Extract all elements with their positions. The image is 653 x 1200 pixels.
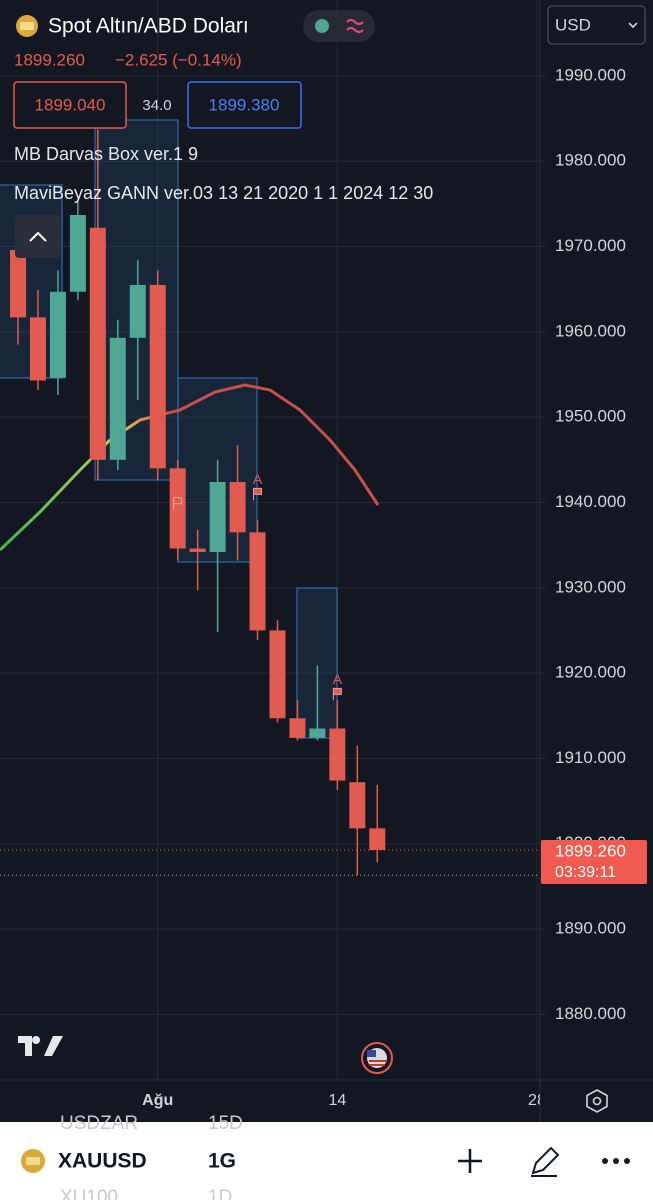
bid-price: 1899.040	[35, 95, 106, 114]
x-tick-label: 14	[328, 1092, 346, 1109]
more-button[interactable]	[602, 1158, 630, 1164]
candle-body	[329, 728, 346, 781]
candle-body	[129, 284, 146, 338]
dot	[624, 1158, 630, 1164]
dot	[602, 1158, 608, 1164]
ghost-symbol: USDZAR	[60, 1113, 138, 1134]
gold-bar	[26, 1157, 40, 1165]
candle-body	[109, 337, 126, 460]
ghost-interval: 1D	[208, 1187, 232, 1200]
add-button[interactable]	[458, 1149, 482, 1173]
symbol-title: Spot Altın/ABD Doları	[48, 15, 249, 38]
candle-body	[69, 214, 86, 292]
price-tag-price: 1899.260	[555, 841, 626, 860]
tradingview-logo	[18, 1036, 63, 1056]
gold-bar	[20, 22, 34, 30]
candle-body	[249, 532, 266, 631]
x-tick-label: 28	[528, 1092, 546, 1109]
ghost-interval: 15D	[208, 1113, 243, 1134]
delay-icon	[346, 18, 364, 34]
chevron-down	[628, 22, 638, 29]
candle-body	[209, 481, 226, 552]
candle-body	[149, 284, 166, 469]
candle-body	[369, 828, 386, 851]
settings-button[interactable]	[586, 1089, 608, 1113]
signal-flag	[253, 487, 263, 501]
y-tick-label: 1880.000	[555, 1004, 626, 1023]
y-tick-label: 1920.000	[555, 663, 626, 682]
indicator-label: MB Darvas Box ver.1 9	[14, 144, 198, 164]
y-tick-label: 1950.000	[555, 407, 626, 426]
price-change: −2.625 (−0.14%)	[115, 50, 242, 69]
chevron-up	[29, 231, 47, 242]
dot	[613, 1158, 619, 1164]
candle-body	[49, 291, 66, 378]
candle-body	[189, 548, 206, 552]
moving-average	[0, 383, 380, 552]
signal-label: A	[173, 481, 183, 497]
ask-price: 1899.380	[209, 95, 280, 114]
y-tick-label: 1910.000	[555, 748, 626, 767]
signal-flag	[173, 497, 183, 510]
signal-flag	[332, 687, 342, 701]
y-tick-label: 1980.000	[555, 151, 626, 170]
chart-background	[0, 0, 653, 1122]
candle-body	[309, 728, 326, 738]
signal-label: A	[253, 471, 263, 487]
bottom-bar	[0, 1122, 653, 1200]
spread: 34.0	[142, 97, 171, 114]
y-tick-label: 1930.000	[555, 577, 626, 596]
footer-symbol[interactable]: XAUUSD	[58, 1150, 147, 1173]
indicator-label: MaviBeyaz GANN ver.03 13 21 2020 1 1 202…	[14, 183, 433, 203]
price-tag-countdown: 03:39:11	[555, 864, 616, 881]
candle-body	[289, 718, 306, 738]
price-tag	[541, 840, 647, 885]
x-axis-labels: Ağu 14 28	[142, 1092, 546, 1109]
currency-dropdown[interactable]	[547, 5, 646, 45]
ghost-symbol: XU100	[60, 1187, 118, 1200]
candle-body	[10, 249, 26, 318]
footer-interval[interactable]: 1G	[208, 1150, 236, 1173]
candle-body	[269, 630, 286, 719]
y-tick-label: 1890.000	[555, 918, 626, 937]
y-tick-label: 1970.000	[555, 236, 626, 255]
currency-label: USD	[555, 15, 591, 34]
candle-body	[349, 782, 366, 829]
us-flag-stripes	[369, 1060, 387, 1066]
bid-box[interactable]	[13, 81, 127, 129]
y-tick-label: 1960.000	[555, 321, 626, 340]
us-flag-canton	[367, 1050, 376, 1057]
x-tick-label: Ağu	[142, 1092, 173, 1109]
y-tick-label: 1940.000	[555, 492, 626, 511]
draw-button[interactable]	[531, 1146, 560, 1177]
signal-label: A	[333, 671, 343, 687]
y-tick-label: 1990.000	[555, 65, 626, 84]
ask-box[interactable]	[187, 81, 302, 129]
candle-body	[29, 317, 46, 381]
collapse-button[interactable]	[15, 215, 60, 258]
candle-body	[89, 227, 106, 460]
candle-body	[169, 468, 186, 549]
status-pill[interactable]	[303, 10, 375, 42]
settings-dot	[592, 1096, 602, 1106]
last-price: 1899.260	[14, 50, 85, 69]
candle-body	[229, 481, 246, 533]
market-open-dot	[315, 19, 329, 33]
